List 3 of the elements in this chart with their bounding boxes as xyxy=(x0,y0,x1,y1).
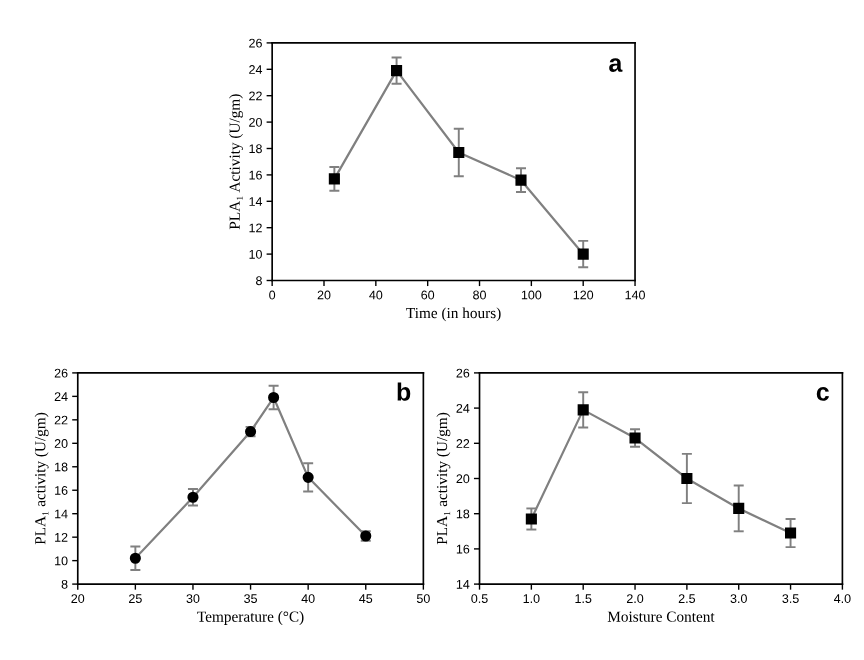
annotation: b xyxy=(397,382,411,401)
annotation: a xyxy=(609,58,623,72)
annotation: c xyxy=(816,387,829,401)
